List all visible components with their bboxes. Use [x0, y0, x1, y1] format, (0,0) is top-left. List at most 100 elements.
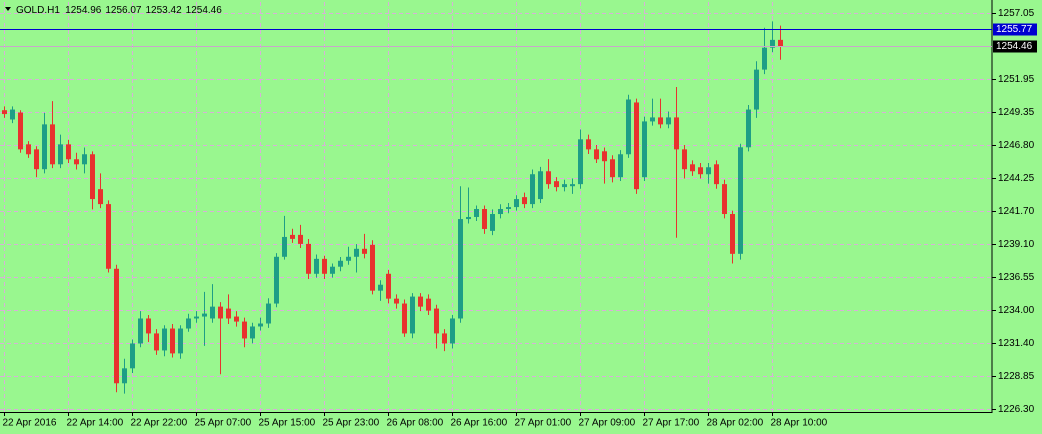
- candle-body: [706, 167, 711, 175]
- menu-arrow[interactable]: [5, 7, 11, 11]
- bid-label: 1254.46: [996, 41, 1033, 52]
- candle-body: [18, 112, 23, 150]
- candle-body: [650, 117, 655, 122]
- candle-body: [530, 174, 535, 205]
- candle-body: [578, 139, 583, 185]
- candle-body: [410, 296, 415, 334]
- y-tick-label: 1241.70: [998, 206, 1035, 217]
- candle-body: [50, 124, 55, 165]
- candle-body: [66, 144, 71, 160]
- x-tick-label: 28 Apr 02:00: [707, 418, 764, 429]
- candle-body: [554, 181, 559, 188]
- candle-body: [762, 47, 767, 70]
- candle-body: [514, 199, 519, 208]
- candle-body: [402, 303, 407, 334]
- y-tick-label: 1228.85: [998, 371, 1035, 382]
- candle-body: [418, 296, 423, 307]
- candle-body: [658, 117, 663, 125]
- x-tick-label: 22 Apr 14:00: [67, 418, 124, 429]
- candle-body: [106, 204, 111, 269]
- candle-body: [490, 214, 495, 231]
- y-tick-label: 1234.00: [998, 305, 1035, 316]
- candle-body: [378, 284, 383, 291]
- candle-body: [290, 234, 295, 239]
- candle-body: [74, 159, 79, 165]
- candle-body: [34, 149, 39, 170]
- candles: [2, 21, 783, 394]
- candle-body: [570, 184, 575, 187]
- candle-body: [194, 316, 199, 319]
- candle-body: [602, 151, 607, 162]
- x-tick-label: 27 Apr 01:00: [515, 418, 572, 429]
- header-high: 1256.07: [105, 5, 142, 16]
- candle-body: [730, 214, 735, 254]
- candle-body: [690, 164, 695, 172]
- candle-body: [114, 268, 119, 384]
- candle-body: [538, 171, 543, 200]
- candle-body: [746, 109, 751, 148]
- x-tick-label: 25 Apr 15:00: [259, 418, 316, 429]
- candle-body: [594, 149, 599, 160]
- candle-body: [722, 184, 727, 215]
- candle-body: [250, 326, 255, 339]
- candle-body: [330, 266, 335, 274]
- candle-body: [306, 243, 311, 274]
- symbol: GOLD.H1: [16, 5, 60, 16]
- candle-body: [546, 171, 551, 185]
- x-tick-label: 28 Apr 10:00: [771, 418, 828, 429]
- candle-body: [354, 248, 359, 257]
- y-tick-label: 1236.55: [998, 272, 1035, 283]
- candle-body: [666, 117, 671, 125]
- candle-body: [314, 258, 319, 274]
- candle-body: [282, 236, 287, 257]
- candle-body: [258, 323, 263, 327]
- candle-body: [634, 102, 639, 190]
- candle-body: [2, 110, 7, 115]
- y-tick-label: 1251.95: [998, 74, 1035, 85]
- candle-body: [466, 216, 471, 220]
- candle-body: [450, 318, 455, 344]
- x-tick-label: 25 Apr 23:00: [323, 418, 380, 429]
- candle-body: [338, 260, 343, 267]
- candle-body: [738, 147, 743, 254]
- candle-body: [674, 117, 679, 150]
- candle-body: [226, 308, 231, 319]
- candle-body: [458, 219, 463, 319]
- candle-body: [682, 149, 687, 170]
- ask-label: 1255.77: [996, 24, 1033, 35]
- candle-body: [506, 207, 511, 209]
- x-tick-label: 25 Apr 07:00: [195, 418, 252, 429]
- candle-body: [210, 306, 215, 319]
- candle-body: [698, 167, 703, 175]
- candle-body: [42, 124, 47, 170]
- candle-body: [10, 109, 15, 120]
- candle-body: [322, 258, 327, 274]
- candle-body: [434, 308, 439, 334]
- candle-body: [498, 208, 503, 215]
- x-tick-label: 22 Apr 2016: [3, 418, 57, 429]
- candle-body: [122, 368, 127, 384]
- candle-body: [618, 154, 623, 178]
- candle-body: [162, 328, 167, 351]
- x-tick-label: 27 Apr 09:00: [579, 418, 636, 429]
- candle-body: [242, 321, 247, 339]
- candle-body: [130, 343, 135, 369]
- y-tick-label: 1226.30: [998, 404, 1035, 415]
- candle-body: [218, 306, 223, 319]
- x-tick-label: 26 Apr 08:00: [387, 418, 444, 429]
- y-tick-label: 1257.05: [998, 8, 1035, 19]
- candle-body: [386, 273, 391, 299]
- candle-body: [482, 208, 487, 229]
- candle-body: [98, 189, 103, 205]
- candle-body: [642, 121, 647, 178]
- candle-body: [362, 248, 367, 254]
- candle-body: [778, 39, 783, 47]
- candle-body: [562, 184, 567, 188]
- candle-body: [370, 244, 375, 291]
- candle-body: [394, 298, 399, 304]
- y-tick-label: 1244.25: [998, 173, 1035, 184]
- candle-body: [626, 99, 631, 155]
- y-tick-label: 1231.40: [998, 338, 1035, 349]
